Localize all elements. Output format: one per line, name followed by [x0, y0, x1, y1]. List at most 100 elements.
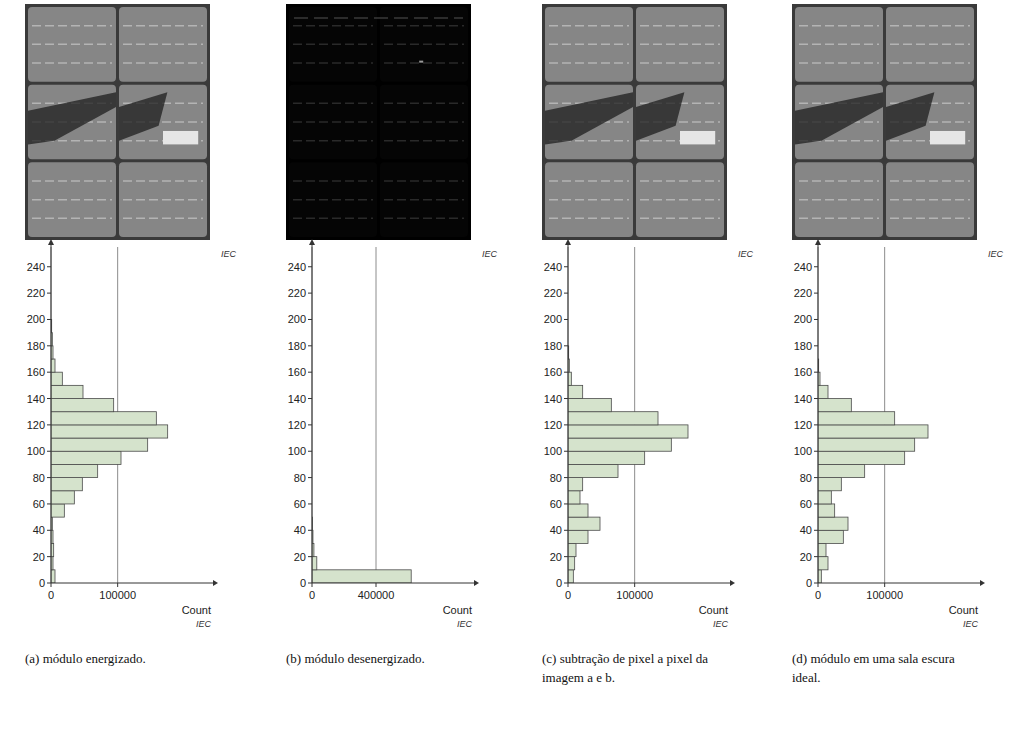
bright-spot	[680, 131, 715, 144]
histogram-bar	[818, 425, 928, 438]
busbar	[549, 180, 629, 182]
busbar	[384, 44, 464, 46]
busbar	[799, 25, 879, 27]
busbar	[549, 199, 629, 201]
annotation: IEC	[196, 619, 212, 629]
y-tick	[47, 583, 51, 584]
crack-region	[886, 92, 934, 141]
y-axis	[568, 241, 569, 583]
y-tick-label: 100	[794, 445, 812, 457]
y-tick-label: 220	[288, 287, 306, 299]
module-cell	[380, 162, 468, 237]
x-tick-label: 0	[815, 589, 821, 601]
annotation: IEC	[963, 619, 979, 629]
histogram-bar	[568, 504, 588, 517]
y-tick	[814, 398, 818, 399]
y-tick-label: 140	[288, 393, 306, 405]
busbar	[293, 121, 373, 123]
panel-caption: (b) módulo desenergizado.	[286, 651, 425, 666]
y-tick-label: 80	[800, 472, 812, 484]
module-cell	[28, 7, 116, 82]
y-axis	[312, 241, 313, 583]
y-tick	[308, 266, 312, 267]
busbar	[123, 25, 203, 27]
axis-arrow	[565, 239, 571, 245]
y-tick	[814, 345, 818, 346]
y-tick	[564, 266, 568, 267]
y-tick-label: 100	[544, 445, 562, 457]
module-cell	[119, 162, 207, 237]
busbar	[890, 25, 970, 27]
crack-region	[636, 92, 684, 141]
y-tick	[564, 424, 568, 425]
module-cell	[119, 85, 207, 160]
caption-line: ideal.	[792, 670, 821, 685]
busbar	[32, 199, 112, 201]
caption-line: (d) módulo em uma sala escura	[792, 651, 955, 666]
y-tick	[308, 424, 312, 425]
axis-arrow	[309, 239, 315, 245]
y-tick	[814, 477, 818, 478]
y-tick-label: 20	[800, 551, 812, 563]
y-tick	[814, 372, 818, 373]
x-tick-label: 100000	[866, 589, 903, 601]
busbar	[799, 199, 879, 201]
busbar	[123, 218, 203, 220]
y-tick-label: 0	[39, 577, 45, 589]
x-axis	[818, 583, 982, 584]
busbar	[123, 180, 203, 182]
y-tick-label: 40	[33, 524, 45, 536]
y-tick	[814, 530, 818, 531]
y-tick-label: 60	[294, 498, 306, 510]
y-tick-label: 140	[794, 393, 812, 405]
busbar	[384, 180, 464, 182]
histogram-bar	[312, 557, 317, 570]
crack-region	[28, 92, 116, 144]
x-axis	[568, 583, 732, 584]
y-tick	[47, 477, 51, 478]
bars	[312, 517, 411, 583]
y-tick	[47, 451, 51, 452]
crack-region	[545, 92, 633, 144]
y-tick-label: 120	[27, 419, 45, 431]
busbar	[549, 44, 629, 46]
histogram-bar	[818, 517, 848, 530]
y-tick	[814, 556, 818, 557]
y-tick-label: 40	[800, 524, 812, 536]
histogram-bar	[568, 385, 583, 398]
y-tick	[814, 583, 818, 584]
y-tick-label: 140	[544, 393, 562, 405]
y-tick	[47, 266, 51, 267]
y-tick	[308, 503, 312, 504]
y-tick	[564, 503, 568, 504]
x-tick-label: 0	[309, 589, 315, 601]
histogram-bar	[51, 504, 64, 517]
module-cell	[636, 7, 724, 82]
busbar	[293, 180, 373, 182]
y-tick	[308, 319, 312, 320]
y-tick	[47, 424, 51, 425]
y-tick-label: 180	[288, 340, 306, 352]
caption-line: (b) módulo desenergizado.	[286, 651, 425, 666]
module-cell	[289, 162, 377, 237]
y-tick-label: 180	[794, 340, 812, 352]
grid-line	[376, 247, 377, 583]
module-frame	[25, 4, 210, 240]
y-tick-label: 80	[294, 472, 306, 484]
busbar	[799, 180, 879, 182]
busbar	[32, 62, 112, 64]
histogram-bar	[818, 451, 905, 464]
busbar	[549, 62, 629, 64]
x-tick	[634, 583, 635, 587]
histogram-bar	[51, 412, 156, 425]
busbar	[384, 140, 464, 142]
module-cell	[795, 162, 883, 237]
histogram-bar	[818, 557, 828, 570]
histogram-bar	[51, 491, 74, 504]
y-tick-label: 20	[550, 551, 562, 563]
busbar	[549, 218, 629, 220]
histogram-bar	[51, 438, 148, 451]
bars	[51, 319, 168, 583]
panel-caption: (c) subtração de pixel a pixel daimagem …	[542, 651, 708, 685]
busbar	[640, 62, 720, 64]
